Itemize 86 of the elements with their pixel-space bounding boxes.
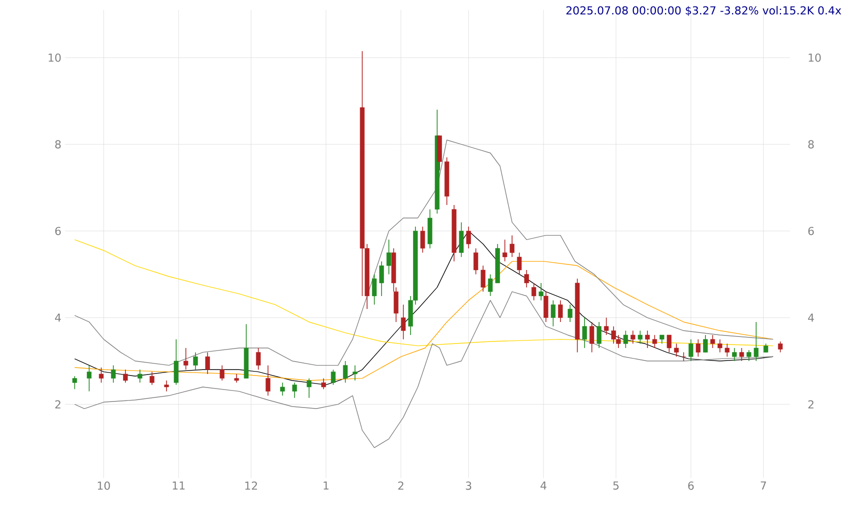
x-tick-label: 3 bbox=[466, 482, 472, 490]
y-tick-label: 4 bbox=[55, 314, 61, 322]
x-tick-label: 6 bbox=[688, 482, 694, 490]
candlestick bbox=[604, 317, 609, 336]
x-tick-label: 11 bbox=[172, 482, 185, 490]
candlestick bbox=[474, 248, 478, 275]
candlestick bbox=[98, 367, 104, 384]
candlestick bbox=[652, 334, 657, 348]
candlestick bbox=[739, 348, 744, 362]
candlestick bbox=[330, 369, 336, 386]
candlestick bbox=[174, 338, 178, 386]
candlestick bbox=[205, 352, 210, 374]
candlestick bbox=[645, 330, 650, 348]
y-tick-label: 6 bbox=[55, 226, 61, 236]
candlestick bbox=[724, 343, 730, 358]
y-tick-label: 8 bbox=[55, 140, 61, 148]
y2-tick-label: 6 bbox=[808, 226, 814, 236]
candlestick bbox=[138, 369, 142, 384]
candlestick bbox=[538, 282, 544, 301]
candlestick bbox=[703, 334, 708, 353]
candlestick bbox=[524, 270, 529, 288]
candlestick bbox=[596, 322, 602, 348]
candlestick bbox=[544, 291, 548, 322]
candlestick bbox=[502, 239, 508, 262]
y2-tick-label: 2 bbox=[808, 400, 814, 408]
candlestick bbox=[86, 364, 92, 392]
candlestick bbox=[778, 341, 783, 353]
candlestick bbox=[718, 338, 722, 353]
y2-tick-label: 10 bbox=[808, 54, 821, 62]
candlestick bbox=[280, 382, 285, 396]
candlestick bbox=[184, 348, 188, 370]
candlestick bbox=[582, 317, 587, 348]
candlestick bbox=[352, 364, 358, 381]
chart-title: 2025.07.08 00:00:00 $3.27 -3.82% vol:15.2K 0.4x bbox=[566, 6, 842, 16]
candlestick bbox=[164, 380, 169, 392]
candlestick bbox=[150, 371, 154, 386]
candlestick bbox=[517, 252, 522, 275]
line-series bbox=[74, 291, 774, 448]
y2-tick-label: 4 bbox=[808, 314, 814, 322]
candlestick bbox=[674, 343, 679, 358]
x-tick-label: 5 bbox=[613, 482, 619, 490]
candlestick bbox=[386, 239, 392, 275]
candlestick bbox=[710, 334, 715, 348]
candlestick bbox=[459, 222, 464, 258]
x-tick-label: 7 bbox=[760, 482, 766, 490]
candlestick bbox=[630, 330, 636, 344]
x-tick-label: 2 bbox=[398, 482, 404, 490]
candlestick bbox=[638, 330, 642, 344]
x-tick-label: 12 bbox=[245, 482, 257, 490]
candlestick bbox=[480, 265, 486, 292]
candlestick bbox=[623, 330, 628, 348]
candlestick bbox=[510, 234, 514, 258]
candlestick bbox=[420, 226, 425, 254]
candlestick bbox=[746, 350, 752, 362]
candlestick bbox=[193, 352, 198, 370]
y-tick-label: 2 bbox=[55, 400, 60, 408]
candlestick bbox=[379, 260, 384, 296]
candlestick bbox=[488, 274, 493, 296]
candlestick bbox=[732, 348, 737, 362]
x-tick-label: 1 bbox=[324, 482, 328, 490]
candlestick bbox=[688, 338, 694, 362]
candlestick bbox=[266, 364, 270, 396]
candlestick bbox=[696, 338, 700, 358]
candlestick bbox=[343, 360, 348, 384]
candlestick bbox=[256, 348, 261, 370]
candlestick bbox=[306, 378, 312, 398]
y-tick-label: 10 bbox=[48, 54, 61, 62]
candlestick bbox=[466, 226, 471, 249]
candlestick bbox=[372, 274, 377, 306]
candlestick bbox=[532, 282, 536, 301]
candlestick bbox=[754, 322, 758, 362]
candlestick bbox=[590, 322, 594, 353]
x-tick-label: 10 bbox=[98, 482, 110, 490]
candlestick bbox=[123, 369, 128, 384]
candlestick bbox=[568, 304, 572, 322]
candlestick bbox=[72, 376, 77, 390]
candlestick bbox=[321, 378, 326, 390]
y2-tick-label: 8 bbox=[808, 140, 814, 148]
candlestick bbox=[401, 304, 406, 340]
candlestick bbox=[292, 382, 297, 398]
candlestick bbox=[666, 334, 672, 353]
candlestick bbox=[550, 300, 556, 327]
candlestick bbox=[220, 364, 224, 381]
candlestick bbox=[111, 364, 116, 384]
x-tick-label: 4 bbox=[540, 482, 546, 490]
candlestick bbox=[558, 300, 563, 322]
